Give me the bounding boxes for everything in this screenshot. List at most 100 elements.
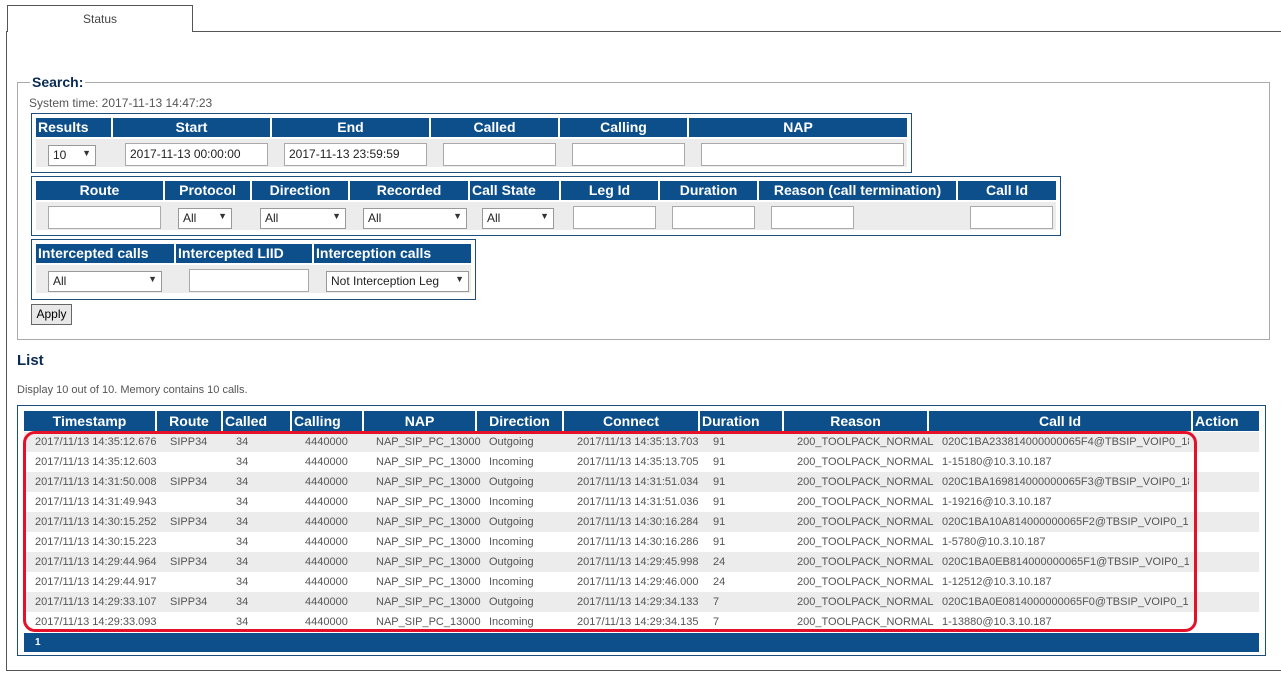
recorded-select-value: All (368, 211, 382, 225)
end-input[interactable]: 2017-11-13 23:59:59 (284, 143, 427, 166)
cell-timestamp: 2017/11/13 14:31:50.008 (35, 476, 157, 488)
leg-id-input[interactable] (573, 206, 656, 229)
cell-called: 34 (236, 536, 249, 548)
cell-nap: NAP_SIP_PC_13000 (376, 476, 481, 488)
cell-timestamp: 2017/11/13 14:29:33.107 (35, 596, 157, 608)
filter-group-3: Intercepted calls Intercepted LIID Inter… (31, 239, 476, 300)
cell-calling: 4440000 (305, 556, 348, 568)
cell-nap: NAP_SIP_PC_13000 (376, 436, 481, 448)
cell-timestamp: 2017/11/13 14:29:44.917 (35, 576, 157, 588)
cell-direction: Outgoing (489, 436, 534, 448)
cell-duration: 91 (713, 516, 726, 528)
table-row[interactable]: 2017/11/13 14:29:33.093 34 4440000 NAP_S… (24, 612, 1259, 632)
chevron-down-icon: ▼ (540, 211, 549, 221)
cell-called: 34 (236, 456, 249, 468)
cell-connect: 2017/11/13 14:30:16.284 (577, 516, 699, 528)
cell-connect: 2017/11/13 14:29:46.000 (577, 576, 699, 588)
table-row[interactable]: 2017/11/13 14:35:12.603 34 4440000 NAP_S… (24, 452, 1259, 472)
chevron-down-icon: ▼ (332, 211, 341, 221)
page-link-1[interactable]: 1 (35, 637, 41, 648)
intercepted-calls-select-value: All (53, 274, 67, 288)
cell-timestamp: 2017/11/13 14:29:33.093 (35, 616, 157, 628)
cell-call-id: 020C1BA233814000000065F4@TBSIP_VOIP0_187 (942, 436, 1189, 448)
cell-duration: 91 (713, 476, 726, 488)
table-row[interactable]: 2017/11/13 14:31:49.943 34 4440000 NAP_S… (24, 492, 1259, 512)
cell-duration: 24 (713, 576, 726, 588)
pagination-bar: 1 (24, 633, 1259, 652)
cell-call-id: 1-12512@10.3.10.187 (942, 576, 1052, 588)
header-direction: Direction (252, 181, 348, 200)
col-header-reason[interactable]: Reason (784, 411, 927, 431)
table-row[interactable]: 2017/11/13 14:29:44.964 SIPP34 34 444000… (24, 552, 1259, 572)
table-row[interactable]: 2017/11/13 14:35:12.676 SIPP34 34 444000… (24, 432, 1259, 452)
tab-status-label: Status (82, 12, 118, 26)
col-header-timestamp[interactable]: Timestamp (24, 411, 155, 431)
call-id-input[interactable] (970, 206, 1053, 229)
cell-timestamp: 2017/11/13 14:31:49.943 (35, 496, 157, 508)
table-row[interactable]: 2017/11/13 14:29:44.917 34 4440000 NAP_S… (24, 572, 1259, 592)
calling-input[interactable] (572, 143, 685, 166)
protocol-select[interactable]: All ▼ (178, 208, 232, 229)
table-row[interactable]: 2017/11/13 14:30:15.223 34 4440000 NAP_S… (24, 532, 1259, 552)
called-input[interactable] (443, 143, 556, 166)
cell-duration: 91 (713, 456, 726, 468)
table-row[interactable]: 2017/11/13 14:30:15.252 SIPP34 34 444000… (24, 512, 1259, 532)
cell-calling: 4440000 (305, 436, 348, 448)
duration-input[interactable] (672, 206, 755, 229)
header-call-id: Call Id (958, 181, 1056, 200)
col-header-called[interactable]: Called (223, 411, 290, 431)
route-input[interactable] (48, 206, 161, 229)
col-header-route[interactable]: Route (157, 411, 221, 431)
cell-reason: 200_TOOLPACK_NORMAL (797, 496, 934, 508)
cell-direction: Incoming (489, 616, 534, 628)
table-row[interactable]: 2017/11/13 14:29:33.107 SIPP34 34 444000… (24, 592, 1259, 612)
cell-connect: 2017/11/13 14:30:16.286 (577, 536, 699, 548)
cell-route: SIPP34 (170, 436, 208, 448)
cell-called: 34 (236, 576, 249, 588)
col-header-call-id[interactable]: Call Id (929, 411, 1191, 431)
direction-select[interactable]: All ▼ (260, 208, 346, 229)
col-header-direction[interactable]: Direction (477, 411, 562, 431)
cell-called: 34 (236, 516, 249, 528)
table-row[interactable]: 2017/11/13 14:31:50.008 SIPP34 34 444000… (24, 472, 1259, 492)
cell-direction: Outgoing (489, 516, 534, 528)
start-input[interactable]: 2017-11-13 00:00:00 (125, 143, 268, 166)
search-fieldset: Search: (17, 74, 1270, 340)
cell-calling: 4440000 (305, 616, 348, 628)
cell-nap: NAP_SIP_PC_13000 (376, 596, 481, 608)
status-panel (6, 31, 1281, 671)
cell-reason: 200_TOOLPACK_NORMAL (797, 456, 934, 468)
recorded-select[interactable]: All ▼ (363, 208, 467, 229)
cell-timestamp: 2017/11/13 14:29:44.964 (35, 556, 157, 568)
cell-duration: 7 (713, 596, 720, 608)
col-header-calling[interactable]: Calling (292, 411, 362, 431)
intercepted-calls-select[interactable]: All ▼ (48, 271, 162, 292)
cell-connect: 2017/11/13 14:29:34.133 (577, 596, 699, 608)
header-intercepted-liid: Intercepted LIID (176, 244, 312, 263)
cell-timestamp: 2017/11/13 14:35:12.676 (35, 436, 157, 448)
results-select[interactable]: 10 ▼ (48, 145, 96, 166)
col-header-nap[interactable]: NAP (364, 411, 475, 431)
nap-input[interactable] (701, 143, 904, 166)
direction-select-value: All (265, 211, 279, 225)
interception-calls-select[interactable]: Not Interception Leg ▼ (326, 271, 469, 292)
col-header-connect[interactable]: Connect (564, 411, 698, 431)
cell-timestamp: 2017/11/13 14:30:15.223 (35, 536, 157, 548)
cell-direction: Incoming (489, 496, 534, 508)
header-reason: Reason (call termination) (759, 181, 956, 200)
reason-input[interactable] (771, 206, 854, 229)
call-state-select[interactable]: All ▼ (482, 208, 554, 229)
col-header-duration[interactable]: Duration (700, 411, 782, 431)
cell-duration: 7 (713, 616, 720, 628)
tab-status[interactable]: Status (7, 5, 193, 32)
cell-timestamp: 2017/11/13 14:35:12.603 (35, 456, 157, 468)
cell-reason: 200_TOOLPACK_NORMAL (797, 596, 934, 608)
intercepted-liid-input[interactable] (189, 269, 309, 292)
list-title: List (17, 352, 44, 369)
chevron-down-icon: ▼ (218, 211, 227, 221)
cell-nap: NAP_SIP_PC_13000 (376, 456, 481, 468)
cell-route: SIPP34 (170, 596, 208, 608)
apply-button[interactable]: Apply (31, 304, 72, 325)
cell-direction: Outgoing (489, 556, 534, 568)
cell-direction: Incoming (489, 456, 534, 468)
